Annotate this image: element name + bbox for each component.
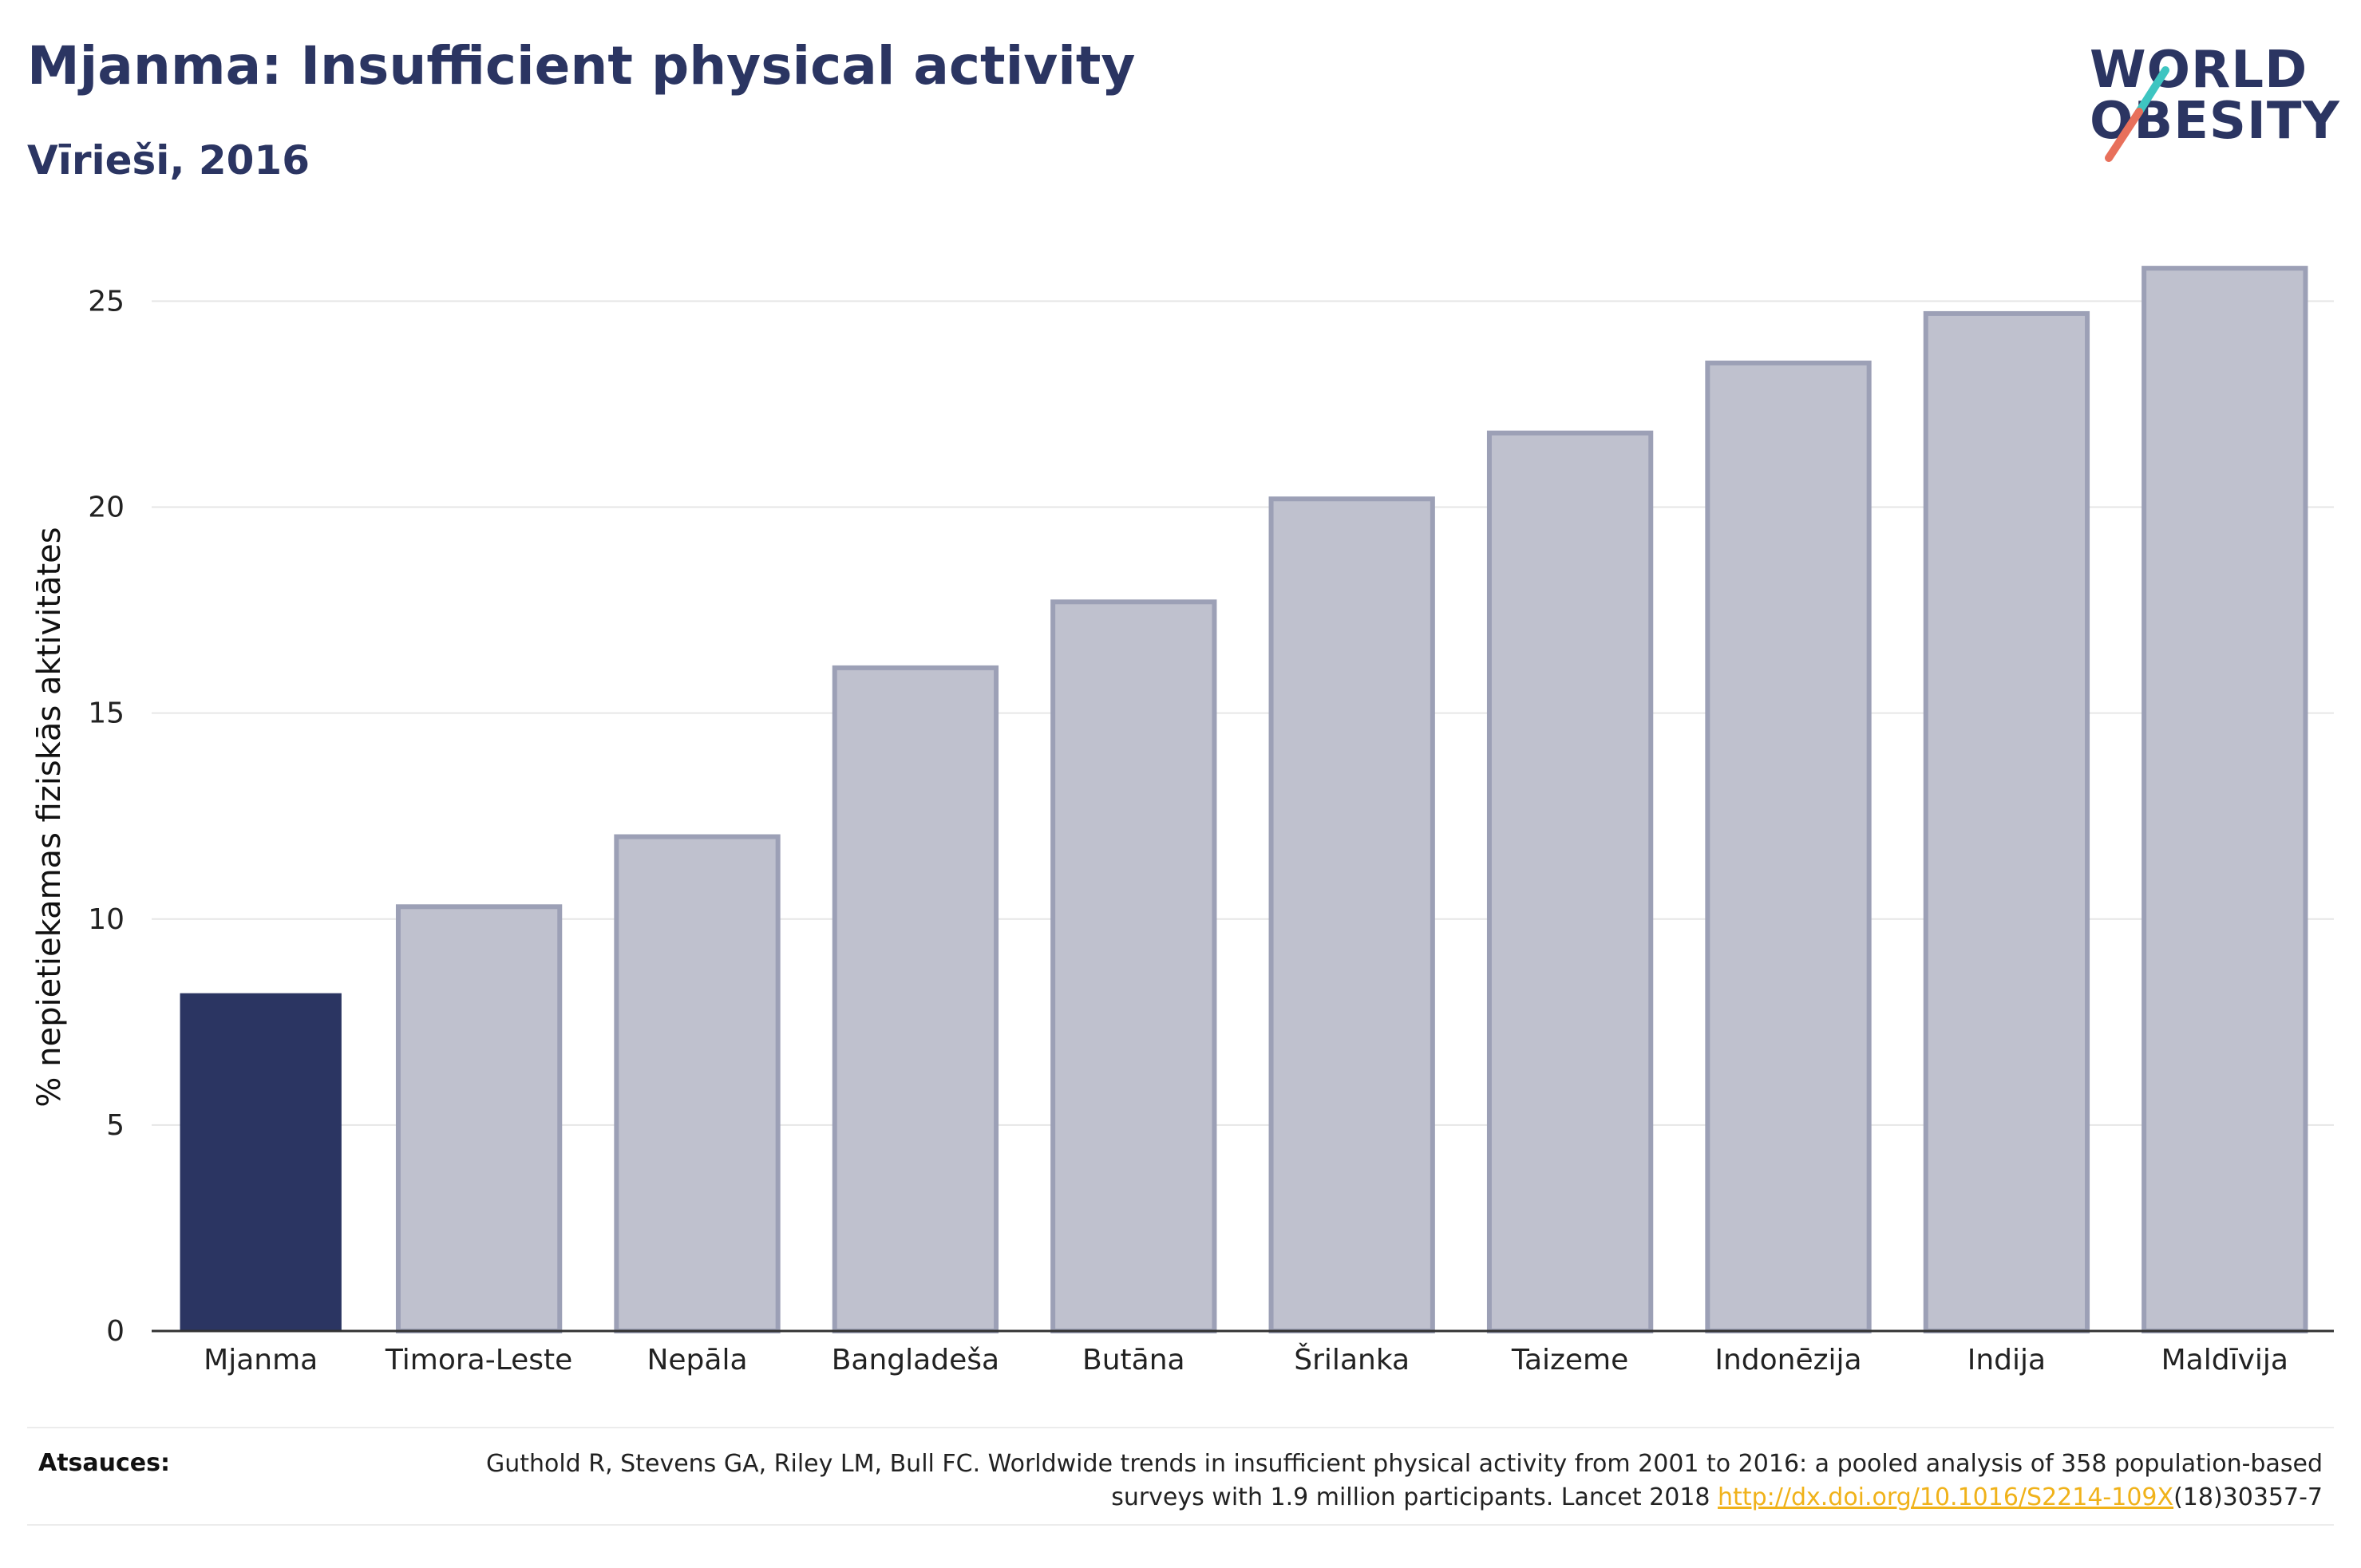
- y-tick-label: 10: [88, 903, 125, 936]
- x-tick-label: Indija: [1968, 1344, 2046, 1376]
- chart-title: Mjanma: Insufficient physical activity: [27, 35, 1136, 97]
- x-tick-label: Mjanma: [204, 1344, 318, 1376]
- world-obesity-logo: WORLD OBESITY: [2075, 32, 2347, 168]
- x-tick-label: Nepāla: [647, 1344, 747, 1376]
- bar: [1705, 360, 1872, 1333]
- y-tick-label: 5: [106, 1109, 125, 1142]
- divider-top: [27, 1427, 2334, 1428]
- bar: [2142, 266, 2308, 1333]
- source-label: Atsauces:: [38, 1449, 170, 1477]
- logo-text-world: WORLD: [2090, 41, 2308, 100]
- source-text: Guthold R, Stevens GA, Riley LM, Bull FC…: [407, 1448, 2323, 1515]
- y-tick-label: 0: [106, 1315, 125, 1348]
- y-tick-label: 15: [88, 697, 125, 730]
- x-tick-label: Timora-Leste: [385, 1344, 572, 1376]
- x-tick-label: Indonēzija: [1714, 1344, 1861, 1376]
- bar-highlighted: [180, 993, 342, 1331]
- source-link[interactable]: http://dx.doi.org/10.1016/S2214-109X: [1718, 1483, 2174, 1511]
- bar: [1050, 599, 1217, 1333]
- y-tick-label: 25: [88, 285, 125, 318]
- bar: [832, 665, 999, 1333]
- source-citation: Guthold R, Stevens GA, Riley LM, Bull FC…: [485, 1450, 2323, 1511]
- chart-subtitle: Vīrieši, 2016: [27, 137, 310, 184]
- bar: [1486, 430, 1654, 1333]
- bar: [1923, 310, 2090, 1333]
- x-tick-label: Taizeme: [1511, 1344, 1628, 1376]
- x-tick-label: Maldīvija: [2161, 1344, 2288, 1376]
- x-tick-label: Bangladeša: [832, 1344, 999, 1376]
- bar: [395, 904, 563, 1333]
- y-axis-title: % nepietiekamas fiziskās aktivitātes: [31, 527, 68, 1107]
- logo-slash-icon: [2105, 66, 2169, 162]
- source-citation-end: (18)30357-7: [2173, 1483, 2323, 1511]
- y-tick-label: 20: [88, 492, 125, 524]
- x-tick-label: Butāna: [1082, 1344, 1185, 1376]
- bar: [1268, 496, 1435, 1333]
- divider-bottom: [27, 1524, 2334, 1526]
- x-tick-label: Šrilanka: [1294, 1343, 1410, 1376]
- bar: [614, 834, 781, 1333]
